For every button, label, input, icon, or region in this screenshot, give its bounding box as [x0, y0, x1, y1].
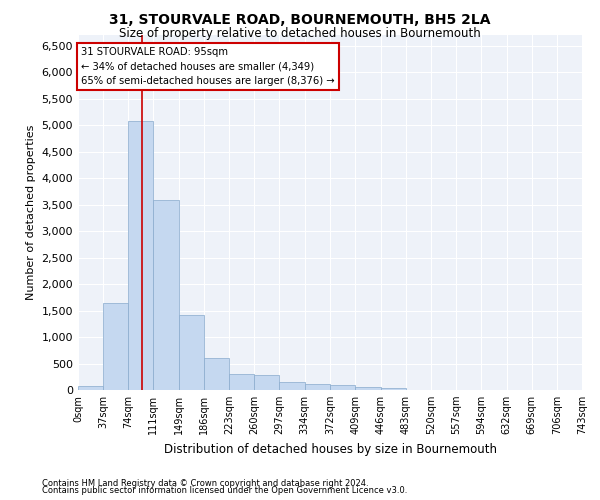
Bar [280, 382, 305, 390]
Bar [331, 385, 355, 390]
Bar [254, 374, 280, 390]
Text: 31, STOURVALE ROAD, BOURNEMOUTH, BH5 2LA: 31, STOURVALE ROAD, BOURNEMOUTH, BH5 2LA [109, 12, 491, 26]
Text: Contains HM Land Registry data © Crown copyright and database right 2024.: Contains HM Land Registry data © Crown c… [42, 478, 368, 488]
Bar [204, 358, 229, 390]
Bar [305, 384, 331, 390]
Bar [128, 121, 153, 390]
Bar [78, 386, 103, 390]
Bar [153, 200, 179, 390]
Bar [103, 303, 128, 390]
Text: 31 STOURVALE ROAD: 95sqm
← 34% of detached houses are smaller (4,349)
65% of sem: 31 STOURVALE ROAD: 95sqm ← 34% of detach… [82, 46, 335, 86]
X-axis label: Distribution of detached houses by size in Bournemouth: Distribution of detached houses by size … [163, 442, 497, 456]
Text: Size of property relative to detached houses in Bournemouth: Size of property relative to detached ho… [119, 28, 481, 40]
Bar [229, 374, 254, 390]
Bar [355, 387, 380, 390]
Y-axis label: Number of detached properties: Number of detached properties [26, 125, 36, 300]
Text: Contains public sector information licensed under the Open Government Licence v3: Contains public sector information licen… [42, 486, 407, 495]
Bar [380, 388, 406, 390]
Bar [179, 316, 204, 390]
